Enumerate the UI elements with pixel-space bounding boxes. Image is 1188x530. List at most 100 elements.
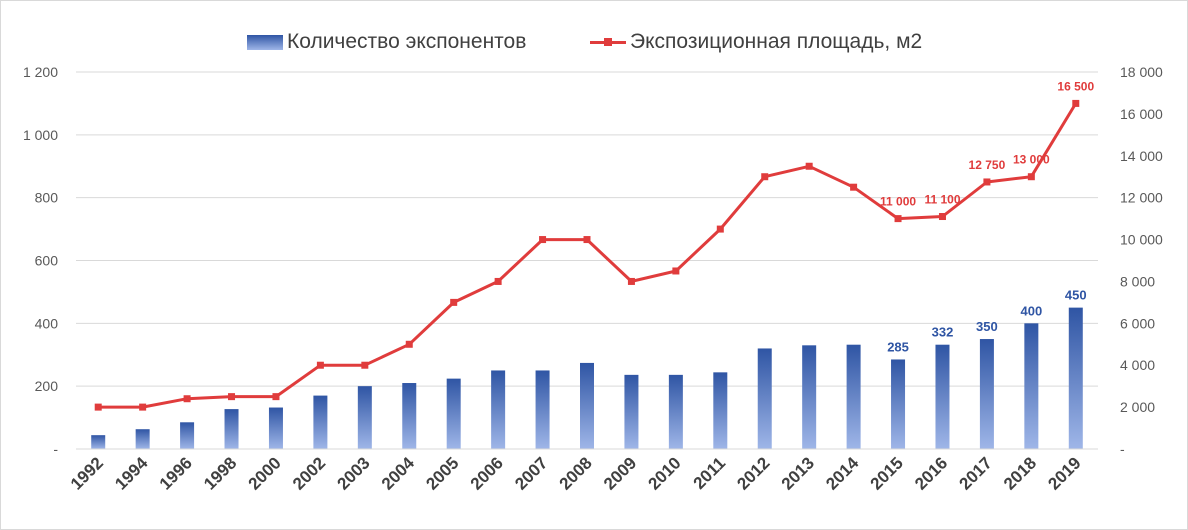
bar-2013 — [802, 345, 817, 449]
chart-legend: Количество экспонентов Экспозиционная пл… — [0, 30, 1188, 60]
x-axis-tick-label: 1998 — [200, 453, 240, 493]
left-axis-tick-label: 1 200 — [23, 64, 58, 80]
bar-2016 — [935, 344, 950, 449]
x-axis-tick-label: 2002 — [289, 453, 329, 493]
x-axis-tick-label: 2016 — [911, 453, 951, 493]
line-marker-2005 — [450, 298, 458, 306]
bar-2003 — [357, 386, 372, 449]
x-axis-tick-label: 2011 — [690, 453, 730, 493]
line-marker-2003 — [361, 361, 369, 369]
x-axis-tick-label: 2013 — [778, 453, 818, 493]
right-axis-tick-label: 4 000 — [1120, 357, 1155, 373]
bar-2004 — [402, 383, 417, 449]
line-marker-2000 — [272, 393, 280, 401]
left-axis-tick-label: - — [53, 441, 58, 457]
bar-1994 — [135, 429, 150, 449]
line-marker-2016 — [938, 213, 946, 221]
bar-2014 — [846, 344, 861, 449]
line-marker-1992 — [94, 403, 102, 411]
bar-data-label: 400 — [1020, 303, 1042, 318]
line-marker-2008 — [583, 236, 591, 244]
line-marker-1998 — [228, 393, 236, 401]
legend-item-exhibitors: Количество экспонентов — [247, 30, 526, 54]
x-axis-tick-label: 2018 — [1000, 453, 1040, 493]
legend-swatch-bar — [247, 34, 283, 50]
x-axis-tick-label: 2012 — [733, 453, 773, 493]
bar-2010 — [668, 374, 683, 449]
right-axis-tick-label: 10 000 — [1120, 232, 1163, 248]
bar-data-label: 285 — [887, 339, 909, 354]
x-axis-tick-label: 2017 — [956, 453, 996, 493]
line-data-label: 11 000 — [880, 195, 916, 209]
x-axis-tick-label: 2010 — [645, 453, 685, 493]
legend-label-exhibitors: Количество экспонентов — [287, 30, 527, 53]
area-line — [98, 102, 1078, 409]
line-marker-2010 — [672, 267, 680, 275]
line-marker-2012 — [761, 173, 769, 181]
bar-1992 — [91, 435, 106, 449]
x-axis-tick-label: 2003 — [333, 453, 373, 493]
line-marker-2011 — [716, 225, 724, 233]
line-data-label: 11 100 — [924, 193, 960, 207]
right-axis-tick-label: 18 000 — [1120, 64, 1163, 80]
x-axis-tick-label: 1996 — [156, 453, 196, 493]
bar-data-label: 332 — [932, 325, 954, 340]
x-axis-tick-label: 2015 — [867, 453, 907, 493]
bar-2011 — [713, 372, 728, 449]
x-axis-tick-label: 2009 — [600, 453, 640, 493]
bar-2008 — [580, 362, 594, 449]
bar-1998 — [224, 409, 239, 449]
legend-label-area: Экспозиционная площадь, м2 — [630, 30, 923, 53]
line-marker-2009 — [627, 277, 635, 285]
bar-2018 — [1024, 323, 1039, 449]
right-axis-tick-label: - — [1120, 441, 1125, 457]
line-data-label: 13 000 — [1013, 153, 1050, 167]
left-axis-tick-label: 600 — [35, 253, 59, 269]
x-axis-tick-label: 2005 — [422, 453, 462, 493]
line-data-label: 12 750 — [969, 158, 1006, 172]
line-marker-2015 — [894, 215, 902, 223]
bar-data-label: 450 — [1065, 288, 1087, 303]
x-axis-tick-label: 2006 — [467, 453, 507, 493]
bar-2005 — [446, 378, 461, 449]
bar-2009 — [624, 374, 639, 449]
line-marker-1994 — [139, 403, 147, 411]
line-marker-2013 — [805, 162, 813, 170]
x-axis-tick-label: 1992 — [67, 453, 107, 493]
bar-2002 — [313, 395, 328, 449]
right-axis-tick-label: 16 000 — [1120, 106, 1163, 122]
bar-2006 — [491, 370, 506, 449]
x-axis-tick-label: 2008 — [556, 453, 596, 493]
line-marker-2014 — [850, 183, 858, 191]
x-axis-tick-label: 2000 — [245, 453, 285, 493]
right-axis-tick-label: 2 000 — [1120, 399, 1155, 415]
bar-2000 — [268, 407, 283, 449]
x-axis-tick-label: 2019 — [1044, 453, 1084, 493]
line-marker-2004 — [405, 340, 413, 348]
bar-2017 — [979, 339, 994, 449]
x-axis-tick-label: 2014 — [822, 453, 863, 494]
line-marker-2007 — [539, 236, 547, 244]
x-axis-tick-label: 1994 — [111, 453, 152, 494]
bar-2019 — [1068, 307, 1083, 449]
left-axis-tick-label: 200 — [35, 378, 59, 394]
right-axis-tick-label: 14 000 — [1120, 148, 1163, 164]
legend-swatch-line-marker — [604, 37, 612, 46]
left-axis-tick-label: 800 — [35, 190, 59, 206]
bar-data-label: 350 — [976, 319, 998, 334]
line-marker-2019 — [1072, 99, 1080, 107]
bar-2015 — [891, 359, 906, 449]
x-axis-tick-label: 2007 — [511, 453, 551, 493]
line-marker-2018 — [1027, 173, 1035, 181]
right-axis-tick-label: 6 000 — [1120, 315, 1155, 331]
line-marker-2006 — [494, 277, 502, 285]
left-axis-tick-label: 400 — [35, 315, 59, 331]
bar-1996 — [180, 422, 195, 449]
left-axis-tick-label: 1 000 — [23, 127, 58, 143]
line-marker-1996 — [183, 395, 191, 403]
line-marker-2002 — [316, 361, 324, 369]
bar-2012 — [757, 348, 772, 449]
line-marker-2017 — [983, 178, 991, 186]
legend-item-area: Экспозиционная площадь, м2 — [590, 30, 922, 54]
